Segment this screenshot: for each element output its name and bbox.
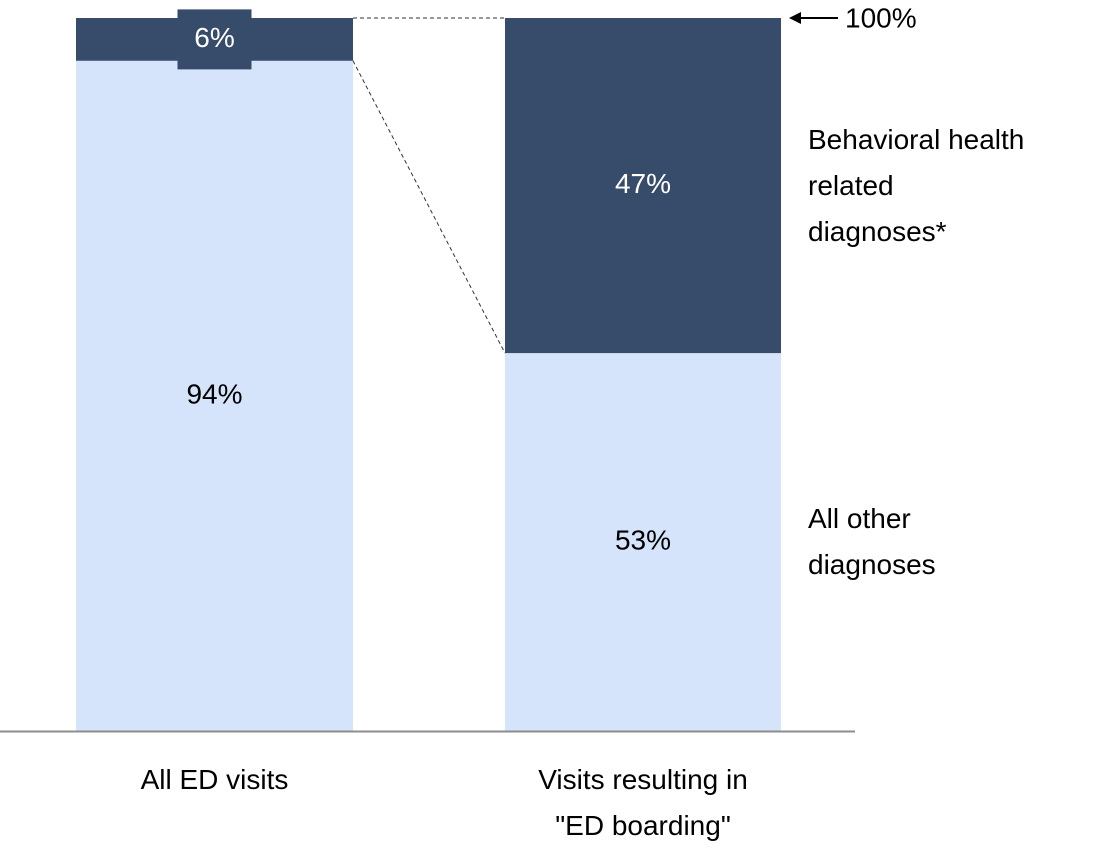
- connector-line: [352, 60, 506, 354]
- value-label: 94%: [186, 378, 242, 409]
- bar-segment: [505, 18, 781, 354]
- value-label: 47%: [615, 168, 671, 199]
- legend-label: All other diagnoses: [808, 503, 936, 581]
- value-label: 6%: [194, 22, 234, 53]
- bar-segment: [505, 353, 781, 731]
- annotation-label: 100%: [845, 2, 917, 33]
- value-label: 53%: [615, 524, 671, 555]
- x-tick-label: All ED visits: [140, 764, 289, 795]
- arrow-head: [789, 12, 801, 24]
- label-box: [177, 9, 252, 70]
- legend-label: Behavioral health related diagnoses*: [808, 123, 1025, 247]
- bar-segment: [76, 60, 353, 731]
- x-tick-label: Visits resulting in "ED boarding": [538, 764, 748, 841]
